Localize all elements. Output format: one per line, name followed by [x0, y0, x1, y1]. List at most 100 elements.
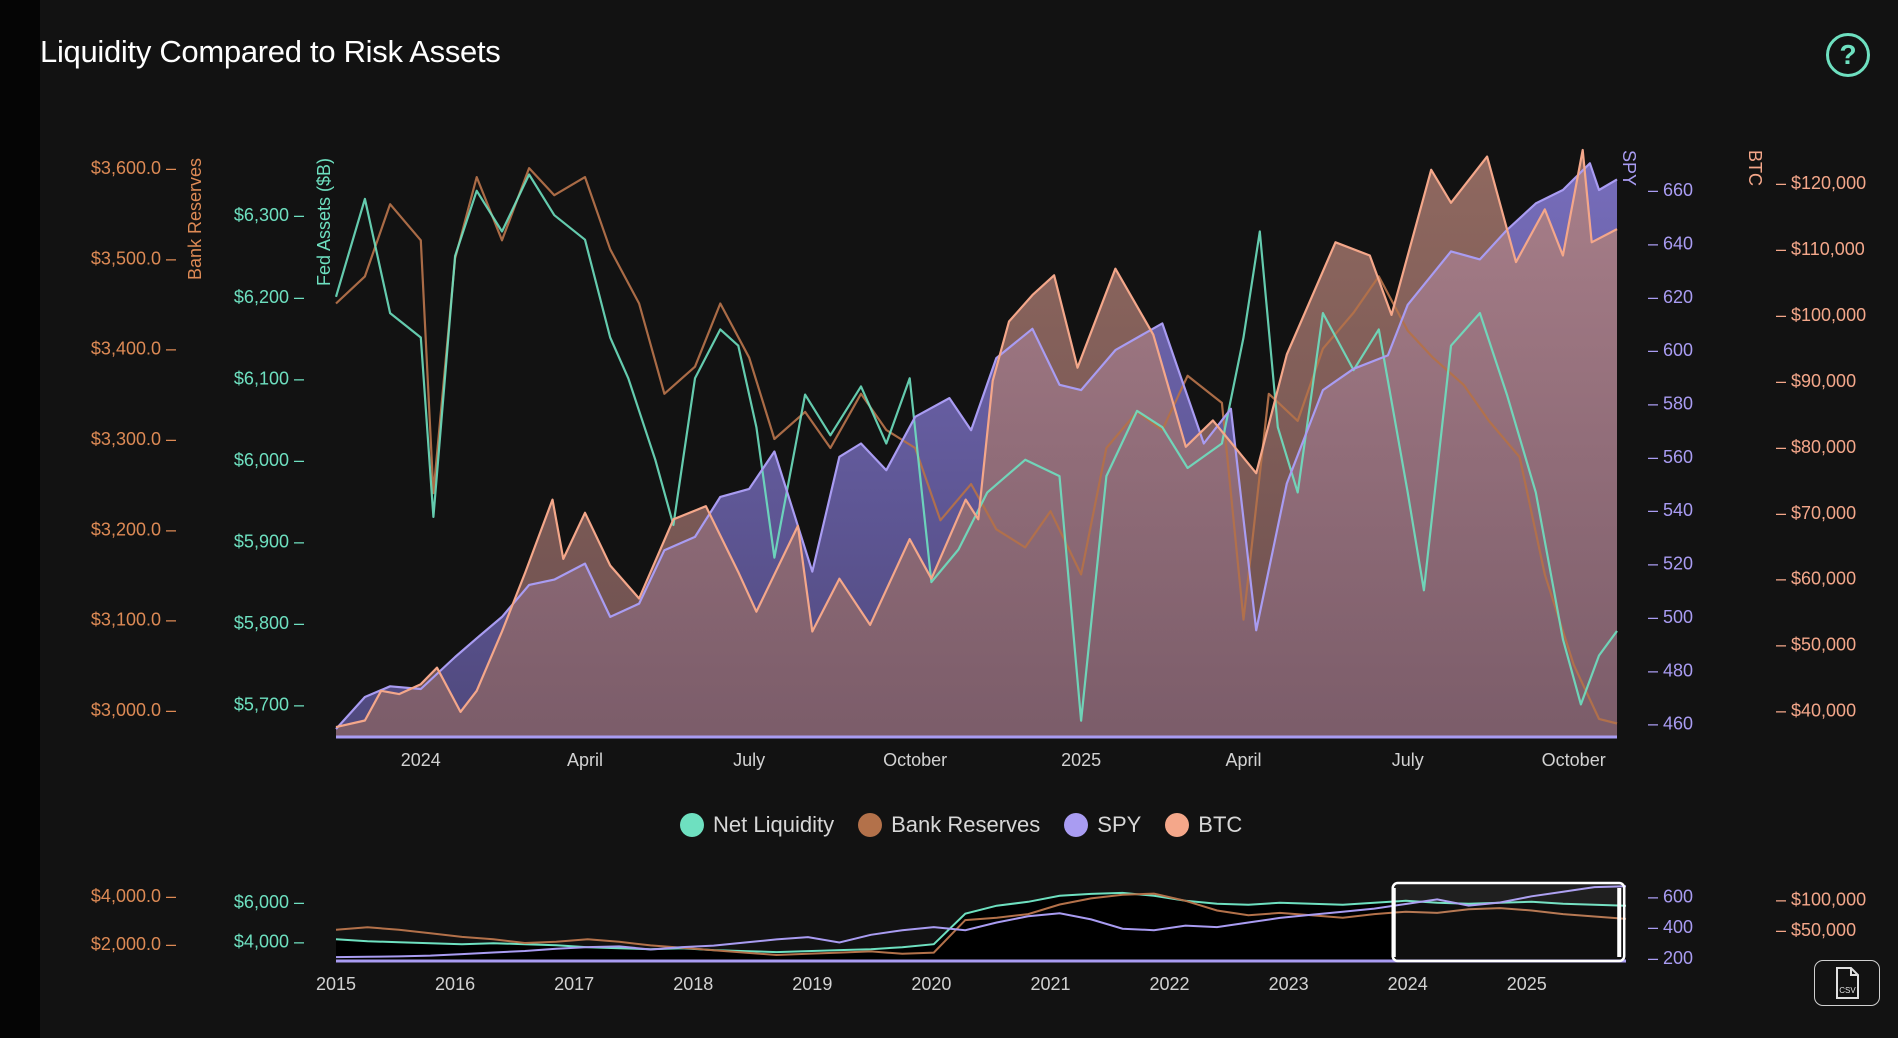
bank-reserves-tick-label: $3,100.0 –: [91, 610, 176, 630]
navigator-btc-tick-label: – $50,000: [1776, 920, 1856, 940]
bank-reserves-axis-title: Bank Reserves: [185, 158, 205, 280]
spy-tick-label: – 520: [1648, 554, 1693, 574]
legend-label-net-liquidity: Net Liquidity: [713, 812, 835, 837]
navigator-x-tick-label: 2025: [1507, 974, 1547, 994]
navigator-x-tick-label: 2021: [1030, 974, 1070, 994]
spy-axis-title: SPY: [1619, 150, 1639, 186]
help-button[interactable]: ?: [1826, 33, 1870, 77]
fed-assets-tick-label: $6,000 –: [234, 450, 304, 470]
csv-download-button[interactable]: CSV: [1814, 960, 1880, 1006]
btc-tick-label: – $40,000: [1776, 701, 1856, 721]
series-area-btc: [336, 150, 1617, 737]
fed-assets-tick-label: $5,900 –: [234, 531, 304, 551]
navigator-line-spy: [335, 885, 1627, 959]
navigator-spy-tick-label: – 200: [1648, 948, 1693, 968]
legend-item-bank-reserves[interactable]: Bank Reserves: [858, 812, 1040, 838]
legend-label-bank-reserves: Bank Reserves: [891, 812, 1041, 837]
navigator-x-tick-label: 2019: [792, 974, 832, 994]
navigator-fed-tick-label: $6,000 –: [234, 892, 304, 912]
page-title: Liquidity Compared to Risk Assets: [40, 34, 501, 69]
x-tick-label: July: [733, 750, 765, 770]
spy-tick-label: – 480: [1648, 660, 1693, 680]
x-tick-label: October: [883, 750, 947, 770]
btc-tick-label: – $90,000: [1776, 371, 1856, 391]
fed-assets-tick-label: $6,300 –: [234, 205, 304, 225]
bank-reserves-tick-label: $3,300.0 –: [91, 429, 176, 449]
navigator-line-bank-reserves: [335, 892, 1627, 957]
window-left-strip: [0, 0, 40, 1038]
navigator-x-tick-label: 2017: [554, 974, 594, 994]
btc-tick-label: – $80,000: [1776, 437, 1856, 457]
spy-tick-label: – 660: [1648, 180, 1693, 200]
navigator-spy-tick-label: – 600: [1648, 886, 1693, 906]
btc-tick-label: – $70,000: [1776, 503, 1856, 523]
spy-tick-label: – 460: [1648, 714, 1693, 734]
main-area-layer: [336, 150, 1617, 738]
btc-tick-label: – $110,000: [1776, 239, 1865, 259]
fed-assets-axis-title: Fed Assets ($B): [314, 158, 334, 286]
navigator-bank-tick-label: $4,000.0 –: [91, 886, 176, 906]
fed-assets-tick-label: $5,700 –: [234, 694, 304, 714]
fed-assets-tick-label: $5,800 –: [234, 613, 304, 633]
x-tick-label: 2024: [401, 750, 441, 770]
x-tick-label: April: [1226, 750, 1262, 770]
series-line-btc: [335, 148, 1618, 729]
navigator-x-tick-label: 2024: [1388, 974, 1428, 994]
bank-reserves-tick-label: $3,000.0 –: [91, 700, 176, 720]
series-line-net-liquidity: [334, 173, 1618, 722]
bank-reserves-tick-label: $3,400.0 –: [91, 339, 176, 359]
x-tick-label: July: [1392, 750, 1424, 770]
legend-label-spy: SPY: [1097, 812, 1142, 837]
legend-swatch-spy: [1064, 813, 1089, 837]
file-csv-icon: CSV: [1836, 967, 1859, 999]
navigator-x-tick-label: 2023: [1269, 974, 1309, 994]
legend-label-btc: BTC: [1198, 812, 1243, 837]
chart-legend: Net Liquidity Bank Reserves SPY BTC: [680, 808, 1300, 842]
navigator-handle-right[interactable]: [1617, 888, 1622, 957]
navigator-fed-tick-label: $4,000 –: [234, 931, 304, 951]
help-circle-icon: ?: [1839, 39, 1857, 70]
legend-swatch-bank-reserves: [858, 813, 883, 837]
navigator-bank-tick-label: $2,000.0 –: [91, 934, 176, 954]
spy-tick-label: – 540: [1648, 500, 1693, 520]
main-line-layer: [334, 148, 1618, 730]
navigator-x-tick-label: 2018: [673, 974, 713, 994]
navigator-layer: 2015 2016 2017 2018 2019 2020 2021 2022 2023 2024…: [91, 881, 1866, 994]
fed-assets-tick-label: $6,100 –: [234, 368, 304, 388]
btc-axis-title: BTC: [1745, 150, 1765, 186]
navigator-x-tick-label: 2020: [911, 974, 951, 994]
series-line-spy: [335, 162, 1618, 730]
btc-tick-label: – $100,000: [1776, 305, 1866, 325]
main-axes-layer: 2024 April July October 2025 April July October…: [91, 150, 1866, 770]
legend-item-net-liquidity[interactable]: Net Liquidity: [680, 812, 834, 838]
spy-tick-label: – 620: [1648, 287, 1693, 307]
bank-reserves-tick-label: $3,200.0 –: [91, 519, 176, 539]
btc-tick-label: – $50,000: [1776, 635, 1856, 655]
btc-tick-label: – $60,000: [1776, 569, 1856, 589]
x-tick-label: October: [1542, 750, 1606, 770]
legend-swatch-btc: [1165, 813, 1190, 837]
legend-item-btc[interactable]: BTC: [1165, 812, 1242, 838]
csv-icon-label: CSV: [1839, 986, 1856, 995]
series-line-bank-reserves: [335, 167, 1618, 725]
x-tick-label: 2025: [1061, 750, 1101, 770]
spy-tick-label: – 580: [1648, 393, 1693, 413]
navigator-line-net-liquidity: [335, 891, 1627, 954]
bank-reserves-tick-label: $3,600.0 –: [91, 158, 176, 178]
bank-reserves-tick-label: $3,500.0 –: [91, 248, 176, 268]
navigator-spy-tick-label: – 400: [1648, 917, 1693, 937]
spy-tick-label: – 500: [1648, 607, 1693, 627]
btc-tick-label: – $120,000: [1776, 173, 1866, 193]
navigator-selection-window[interactable]: [1391, 881, 1626, 963]
navigator-handle-left[interactable]: [1391, 888, 1396, 957]
legend-swatch-net-liquidity: [680, 813, 704, 837]
navigator-x-tick-label: 2016: [435, 974, 475, 994]
spy-tick-label: – 560: [1648, 447, 1693, 467]
navigator-btc-tick-label: – $100,000: [1776, 889, 1866, 909]
legend-item-spy[interactable]: SPY: [1064, 812, 1141, 838]
spy-tick-label: – 600: [1648, 340, 1693, 360]
navigator-x-tick-label: 2015: [316, 974, 356, 994]
navigator-x-tick-label: 2022: [1150, 974, 1190, 994]
spy-tick-label: – 640: [1648, 233, 1693, 253]
